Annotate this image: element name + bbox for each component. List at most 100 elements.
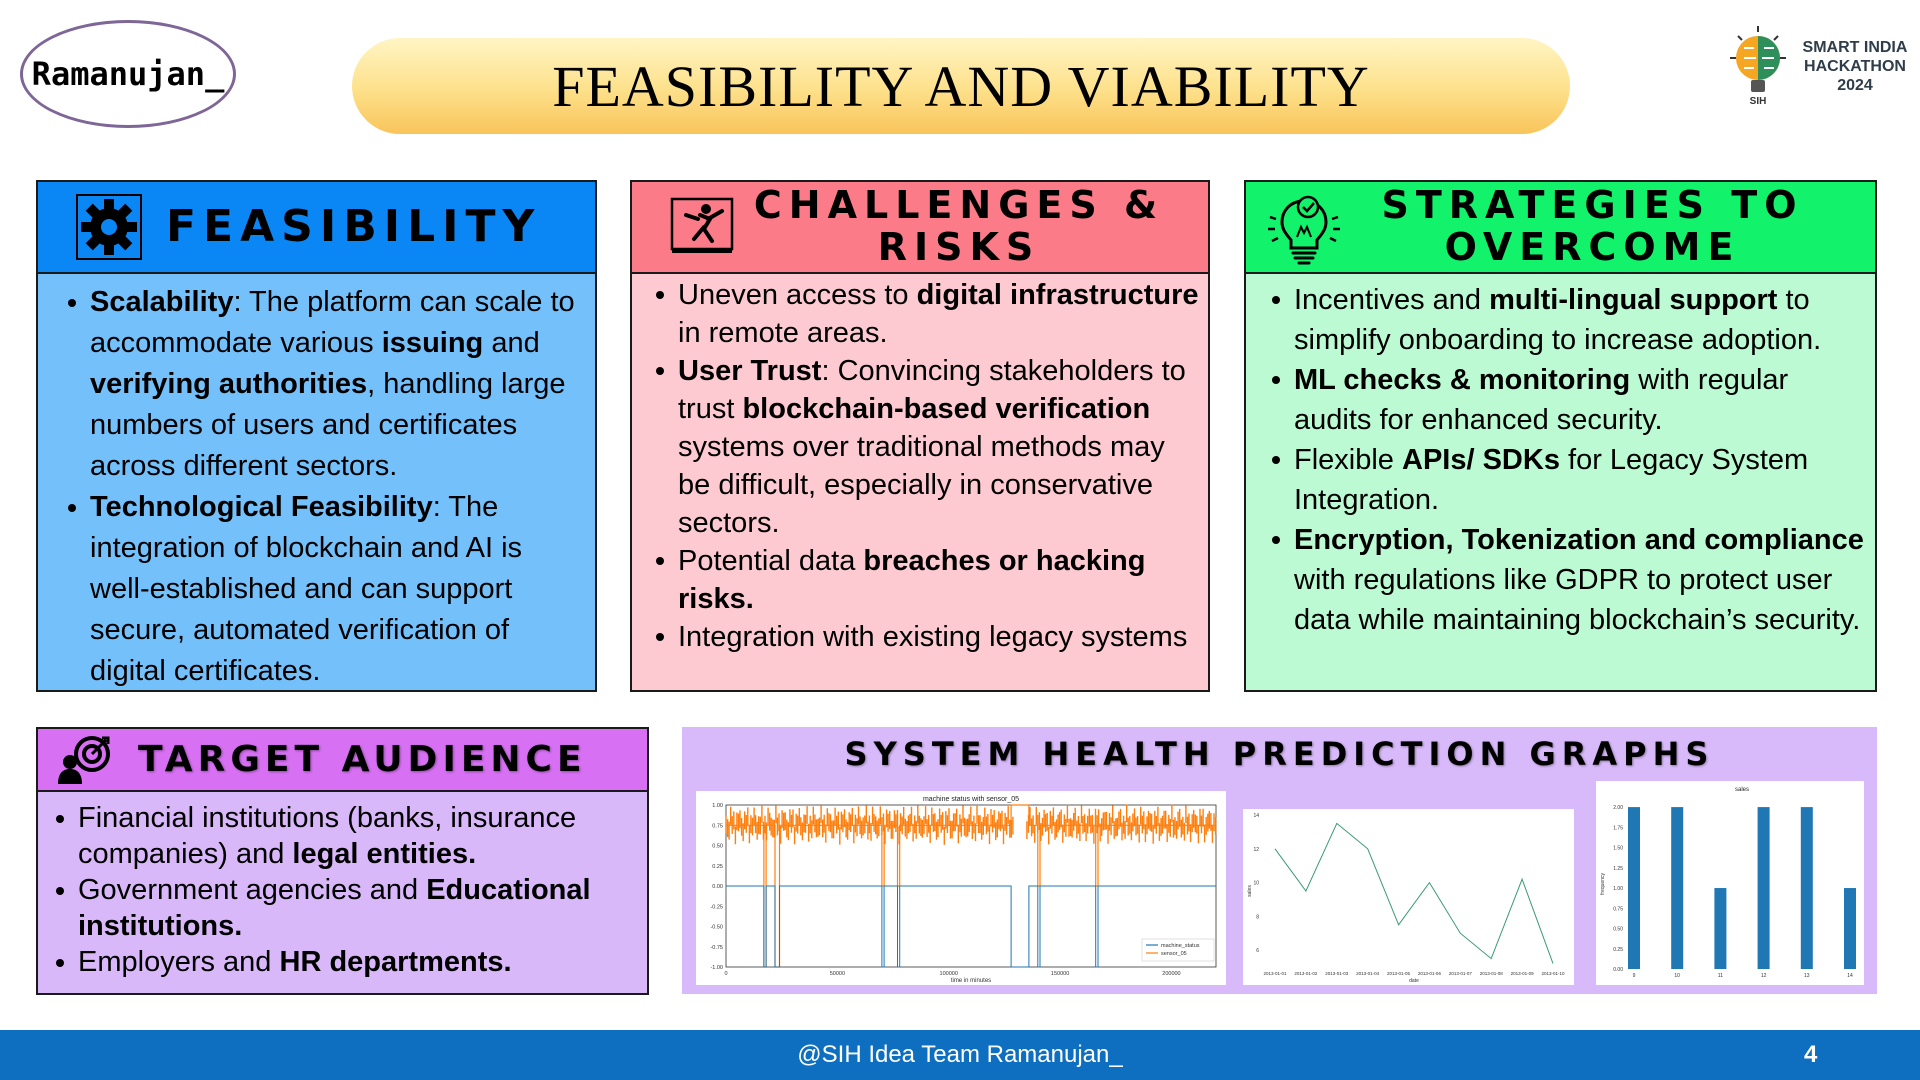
text: : The integration of blockchain and AI i… — [90, 491, 523, 687]
y-tick-label: 1.25 — [1613, 866, 1623, 872]
target-audience-list: Financial institutions (banks, insurance… — [44, 800, 639, 980]
text: Incentives and — [1294, 284, 1490, 316]
y-tick-label: 0.25 — [1613, 947, 1623, 953]
chart-title: machine status with sensor_05 — [923, 796, 1019, 803]
chart-sales-line: 14 12 10 8 6 sales 2013-01-01 2013-01-02 2013-01… — [1243, 809, 1574, 985]
page-title: FEASIBILITY AND VIABILITY — [552, 53, 1370, 119]
text: with regulations like GDPR to protect us… — [1294, 564, 1861, 636]
strategies-list-item: Incentives and multi-lingual support to … — [1260, 280, 1867, 360]
y-tick-label: 0.00 — [1613, 967, 1623, 973]
feasibility-list-item: Scalability: The platform can scale to a… — [56, 282, 581, 487]
y-tick-label: 14 — [1253, 813, 1259, 819]
text: systems over traditional methods may be … — [678, 431, 1165, 539]
x-tick-label: 2013-01-10 — [1541, 971, 1565, 976]
series-line-machine-status — [726, 885, 1216, 968]
target-audience-card: TARGET AUDIENCE Financial institutions (… — [36, 727, 649, 995]
team-logo: Ramanujan_ — [20, 20, 236, 128]
series-line-sensor-05 — [726, 804, 1216, 968]
lightbulb-icon — [1268, 195, 1340, 265]
y-tick-label: 1.00 — [712, 803, 723, 809]
strategies-list: Incentives and multi-lingual support to … — [1260, 280, 1867, 640]
target-audience-heading: TARGET AUDIENCE — [138, 738, 587, 780]
sih-line-2: HACKATHON — [1804, 58, 1906, 75]
text: , handling large numbers of users and ce… — [90, 368, 566, 482]
chart-sales-line-svg: 14 12 10 8 6 sales 2013-01-01 2013-01-02 2013-01… — [1247, 813, 1565, 984]
feasibility-body: Scalability: The platform can scale to a… — [38, 274, 595, 690]
y-tick-label: 0.25 — [712, 864, 723, 870]
sih-brain-label: SIH — [1750, 96, 1767, 107]
team-logo-text: Ramanujan_ — [31, 55, 225, 93]
text: to simplify onboarding to increase adopt… — [1294, 284, 1822, 356]
hazard-icon — [670, 197, 734, 253]
series-line-sales — [1274, 822, 1554, 964]
text: Financial institutions (banks, insurance… — [78, 802, 577, 870]
challenges-list-item: Potential data breaches or hacking risks… — [644, 542, 1200, 618]
footer-text: @SIH Idea Team Ramanujan_ — [797, 1041, 1123, 1068]
challenges-body: Uneven access to digital infrastructure … — [632, 274, 1208, 690]
x-tick-label: 0 — [724, 971, 727, 977]
text: Flexible — [1294, 444, 1402, 476]
graphs-heading: SYSTEM HEALTH PREDICTION GRAPHS — [844, 735, 1715, 773]
chart-sales-histogram-svg: sales 2.00 1.75 1.50 1.25 1.00 0.75 0.50 0.25 0.0… — [1600, 787, 1856, 979]
bar — [1714, 888, 1727, 969]
text: Potential data — [678, 545, 864, 577]
strategies-card: STRATEGIES TO OVERCOME Incentives and mu… — [1244, 180, 1877, 692]
chart-machine-status: machine status with sensor_05 1.00 0.75 0.5… — [696, 791, 1226, 985]
series-noise-sensor-05 — [725, 804, 1217, 845]
text: in remote areas. — [678, 317, 888, 349]
challenges-card: CHALLENGES & RISKS Uneven access to digi… — [630, 180, 1210, 692]
target-list-item: Financial institutions (banks, insurance… — [44, 800, 639, 872]
y-tick-label: -0.25 — [710, 904, 723, 910]
gear-icon — [76, 194, 142, 260]
x-tick-label: 2013-01-03 — [1325, 971, 1349, 976]
legend-label: sensor_05 — [1161, 951, 1187, 957]
feasibility-heading: FEASIBILITY — [166, 200, 542, 252]
chart-title: sales — [1735, 787, 1749, 793]
x-tick-label: 13 — [1804, 973, 1810, 979]
bold-text: User Trust — [678, 355, 822, 387]
strategies-list-item: ML checks & monitoring with regular audi… — [1260, 360, 1867, 440]
feasibility-card: FEASIBILITY Scalability: The platform ca… — [36, 180, 597, 692]
bold-text: APIs/ SDKs — [1402, 444, 1560, 476]
challenges-list: Uneven access to digital infrastructure … — [644, 276, 1200, 656]
sih-logo-text: SMART INDIA HACKATHON 2024 — [1800, 38, 1910, 95]
strategies-heading-line-2: OVERCOME — [1444, 225, 1741, 269]
y-tick-label: 0.75 — [1613, 906, 1623, 912]
strategies-list-item: Encryption, Tokenization and compliance … — [1260, 520, 1867, 640]
bar — [1800, 807, 1813, 969]
y-tick-label: -0.75 — [710, 945, 723, 951]
x-tick-label: 2013-01-09 — [1511, 971, 1535, 976]
bar — [1844, 888, 1856, 969]
x-tick-label: 11 — [1718, 973, 1723, 979]
feasibility-header: FEASIBILITY — [38, 182, 595, 274]
y-tick-label: 8 — [1256, 914, 1259, 920]
x-tick-label: 9 — [1633, 973, 1636, 979]
y-tick-label: 12 — [1253, 847, 1259, 853]
text: Uneven access to — [678, 279, 917, 311]
x-tick-label: 12 — [1761, 973, 1767, 979]
bold-text: issuing — [381, 327, 484, 359]
target-list-item: Government agencies and Educational inst… — [44, 872, 639, 944]
x-tick-label: 2013-01-02 — [1294, 971, 1318, 976]
y-tick-label: 1.50 — [1613, 846, 1623, 852]
target-audience-header: TARGET AUDIENCE — [38, 729, 647, 792]
sih-brain-icon: SIH — [1730, 26, 1786, 107]
strategies-list-item: Flexible APIs/ SDKs for Legacy System In… — [1260, 440, 1867, 520]
feasibility-list-item: Technological Feasibility: The integrati… — [56, 487, 581, 692]
x-tick-label: 2013-01-04 — [1356, 971, 1380, 976]
bold-text: legal entities. — [292, 838, 477, 870]
y-axis-label: frequency — [1600, 873, 1606, 895]
x-tick-label: 2013-01-05 — [1387, 971, 1411, 976]
bar — [1671, 807, 1684, 969]
bold-text: HR departments. — [279, 946, 512, 978]
y-tick-label: 10 — [1253, 881, 1259, 887]
challenges-list-item: Uneven access to digital infrastructure … — [644, 276, 1200, 352]
legend-box — [1141, 938, 1215, 962]
y-tick-label: -0.50 — [710, 925, 723, 931]
challenges-header: CHALLENGES & RISKS — [632, 182, 1208, 274]
sih-brain-graphic — [1730, 26, 1786, 92]
y-tick-label: -1.00 — [710, 965, 723, 971]
legend-label: machine_status — [1161, 943, 1200, 949]
text: Government agencies and — [78, 874, 427, 906]
bold-text: digital infrastructure — [916, 279, 1199, 311]
